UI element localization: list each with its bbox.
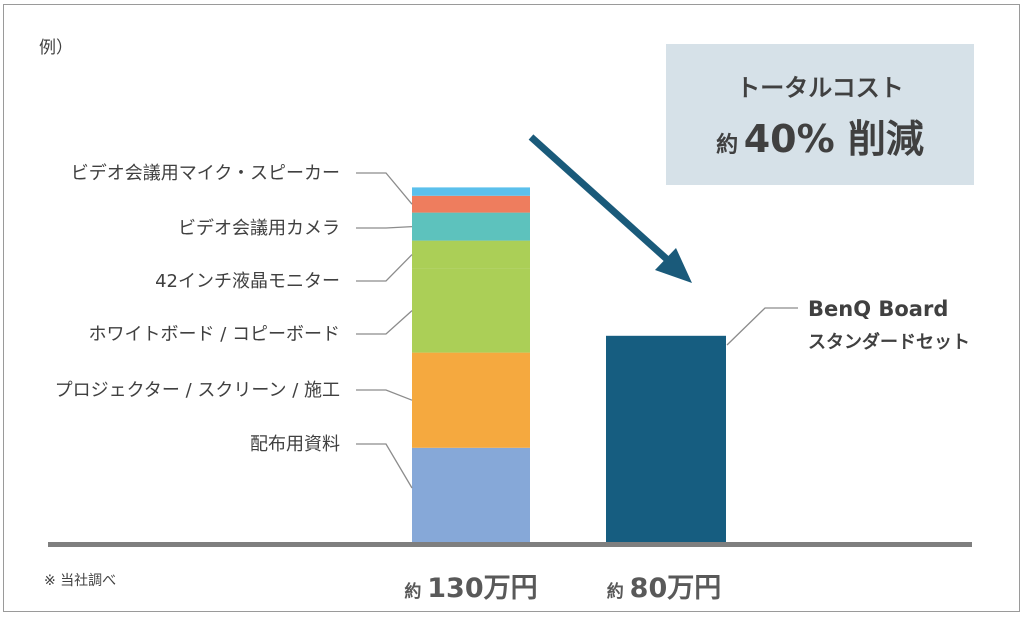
bar-total-prefix-1: 約: [607, 581, 630, 602]
segment-leader-1: [356, 389, 413, 401]
bar-total-prefix-0: 約: [404, 581, 427, 602]
bar-total-value-0: 130万円: [427, 573, 537, 604]
segment-label-1: プロジェクター / スクリーン / 施工: [55, 380, 340, 401]
segment-leader-2: [356, 310, 413, 335]
chart-frame: [3, 4, 1020, 612]
bar-benq-board: [606, 335, 726, 543]
segment-label-2: ホワイトボード / コピーボード: [88, 324, 340, 345]
bar-segment-0: [412, 447, 530, 543]
callout-percent: 40% 削減: [743, 117, 924, 161]
segment-leader-5: [356, 172, 413, 205]
bar-segment-5: [412, 195, 530, 213]
bar-total-1: 約 80万円: [607, 573, 722, 604]
bar-total-value-1: 80万円: [630, 573, 722, 604]
segment-label-4: ビデオ会議用カメラ: [178, 218, 340, 239]
bar-segment-3: [412, 240, 530, 269]
callout-title: トータルコスト: [736, 74, 904, 102]
bar-total-0: 約 130万円: [404, 573, 537, 604]
bar-segment-6: [412, 187, 530, 196]
example-label: 例）: [39, 38, 73, 58]
callout-value: 約 40% 削減: [666, 108, 974, 163]
segment-label-5: ビデオ会議用マイク・スピーカー: [71, 163, 340, 184]
benq-leader: [726, 307, 798, 346]
cost-reduction-callout: トータルコスト 約 40% 削減: [666, 44, 974, 185]
reduction-arrow-shaft: [528, 134, 673, 265]
benq-bar-subname: スタンダードセット: [808, 331, 970, 353]
segment-leader-0: [356, 443, 413, 489]
reduction-arrow-head: [655, 248, 692, 283]
benq-bar-name: BenQ Board: [808, 297, 948, 321]
bar-segment-2: [412, 268, 530, 353]
callout-prefix: 約: [716, 133, 739, 158]
segment-leader-3: [356, 254, 413, 282]
segment-leader-4: [356, 225, 413, 229]
bar-segment-1: [412, 352, 530, 448]
x-axis-line: [48, 542, 972, 547]
bar-segment-4: [412, 212, 530, 241]
source-note: ※ 当社調べ: [44, 573, 117, 589]
segment-label-3: 42インチ液晶モニター: [155, 271, 340, 292]
segment-label-0: 配布用資料: [250, 434, 340, 455]
